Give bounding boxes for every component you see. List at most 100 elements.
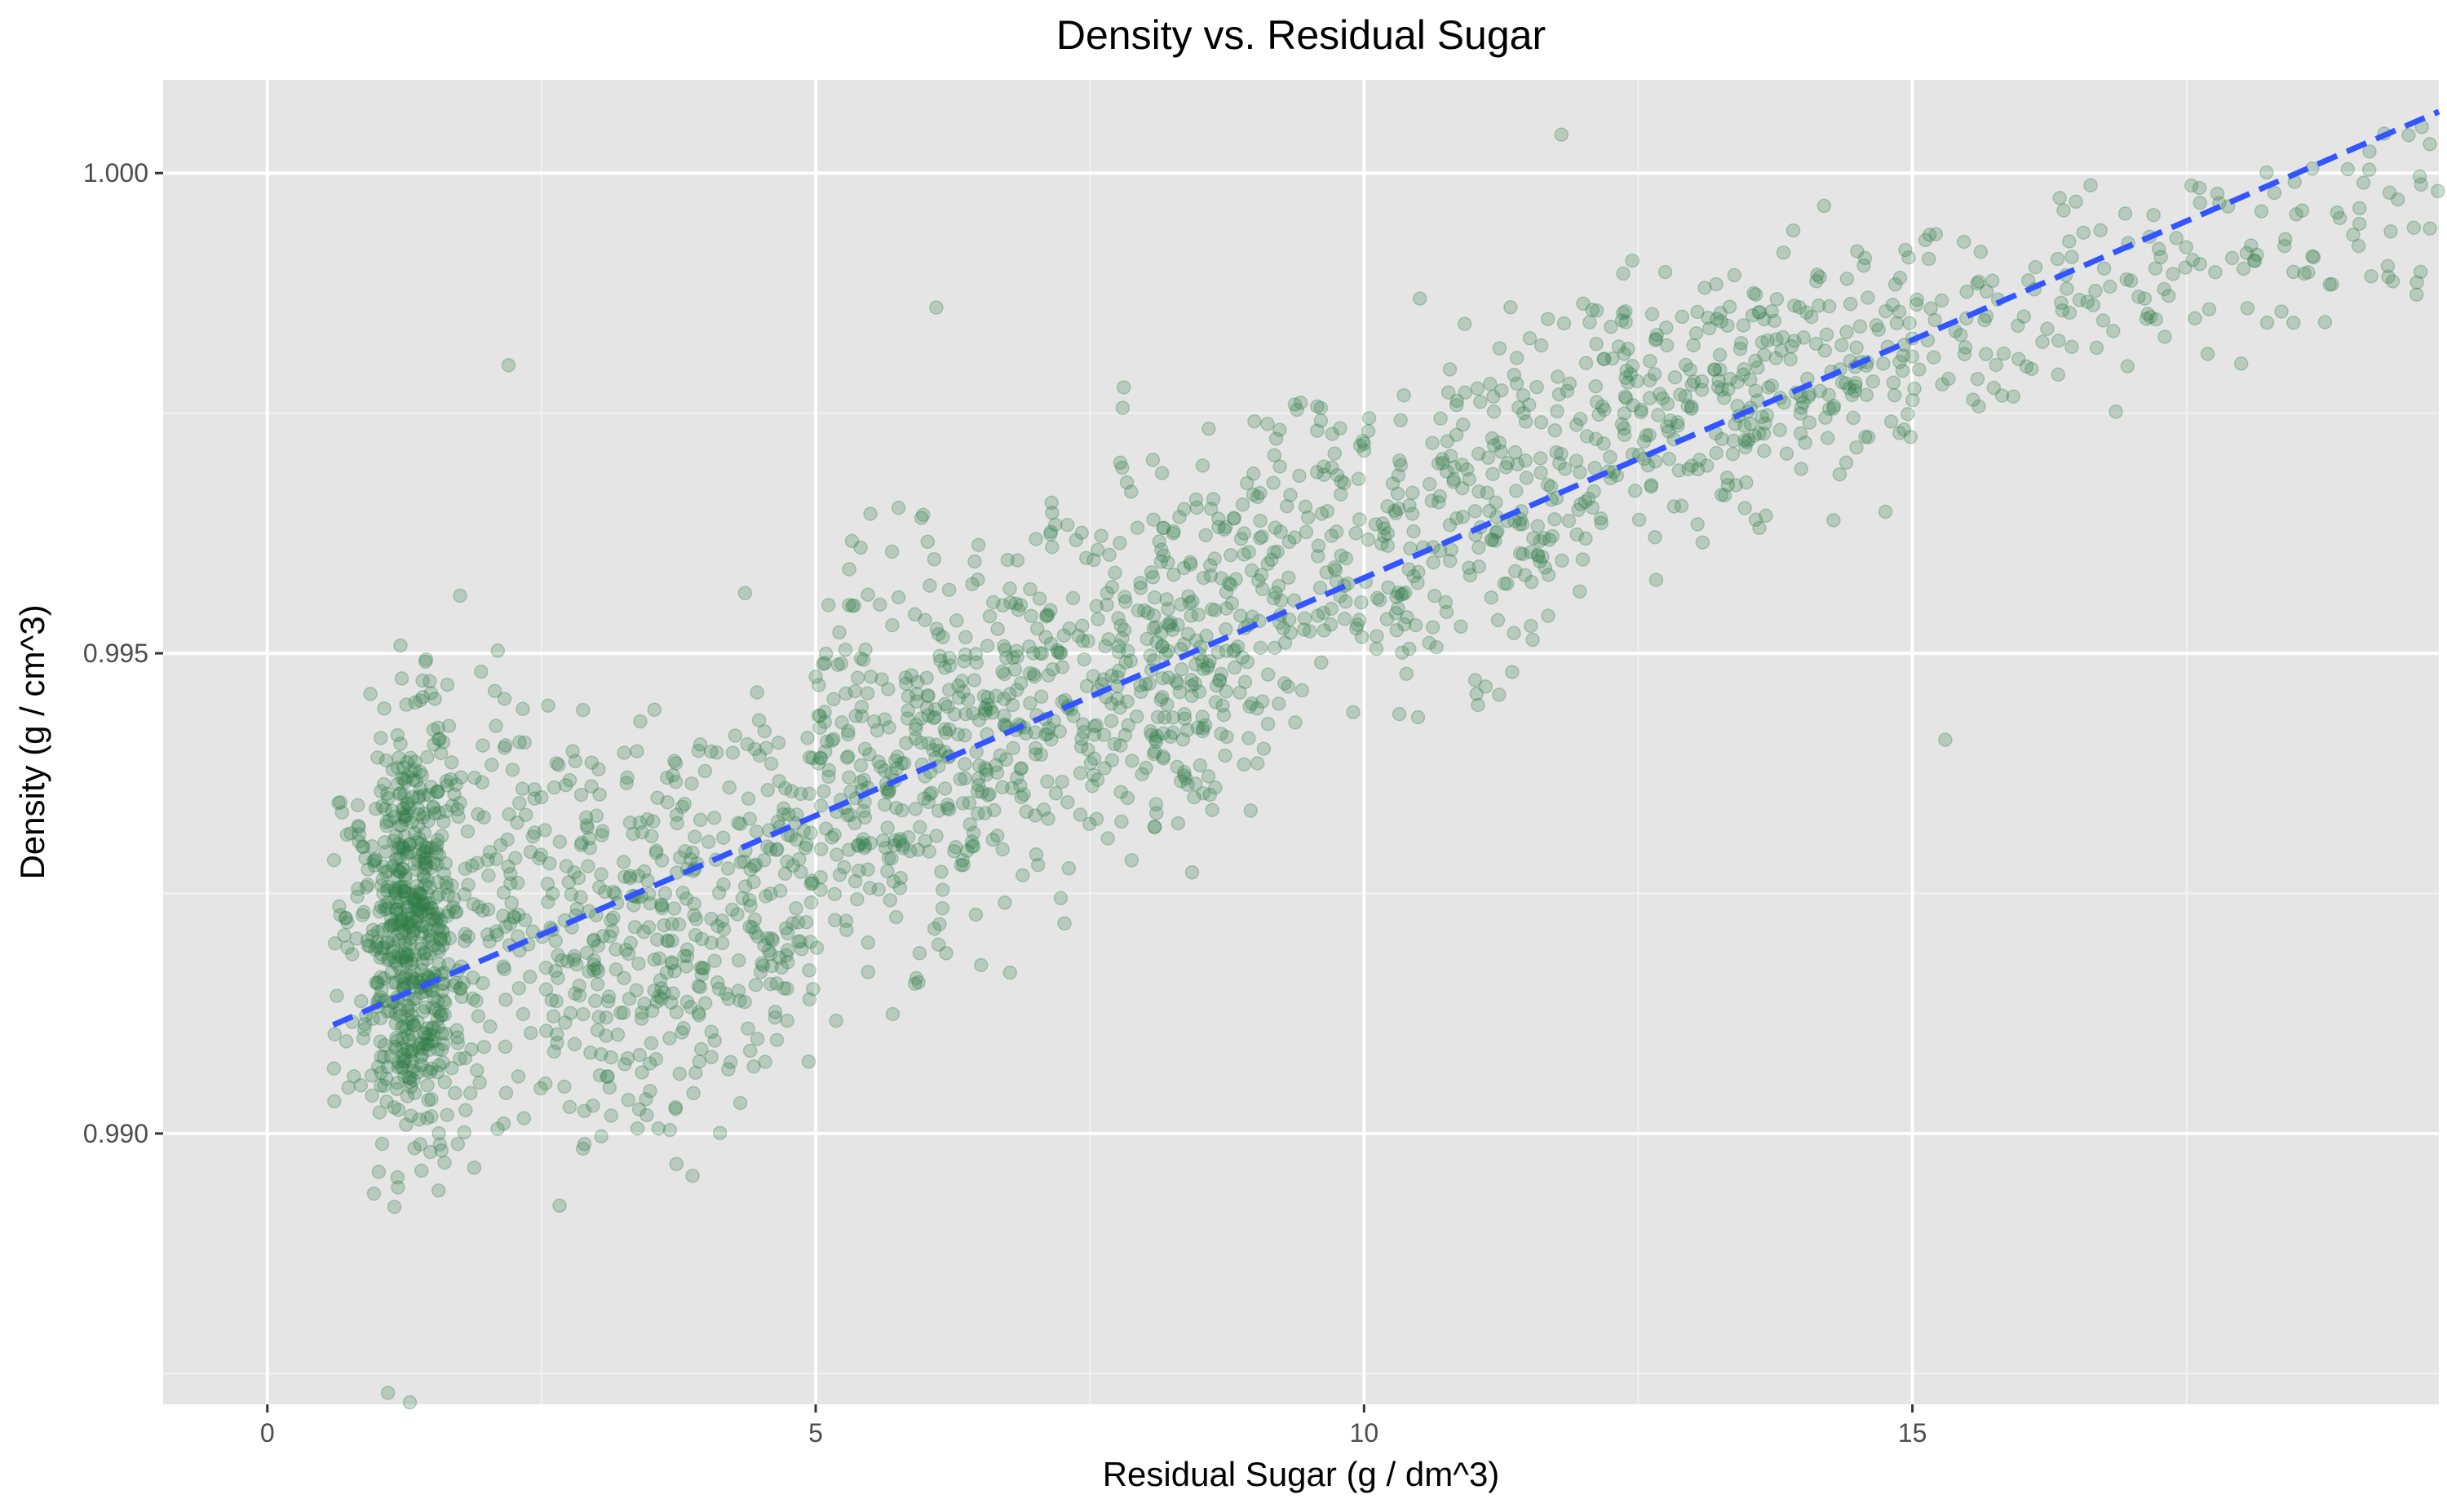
data-point: [1596, 436, 1611, 451]
data-point: [1750, 393, 1765, 408]
data-point: [406, 896, 422, 911]
data-point: [1772, 422, 1787, 438]
data-point: [1593, 511, 1608, 526]
data-point: [387, 954, 403, 970]
data-point: [405, 1063, 420, 1079]
data-point: [768, 1010, 783, 1025]
data-point: [417, 851, 432, 866]
data-point: [1014, 789, 1029, 805]
data-point: [1188, 657, 1203, 672]
data-point: [668, 1101, 684, 1116]
data-point: [791, 851, 807, 867]
data-point: [1372, 593, 1387, 608]
data-point: [1241, 731, 1256, 745]
data-point: [660, 794, 675, 810]
data-point: [2108, 405, 2123, 419]
data-point: [1839, 376, 1853, 391]
data-point: [1849, 340, 1864, 355]
data-point: [356, 839, 370, 854]
data-point: [639, 1107, 654, 1123]
data-point: [2305, 249, 2320, 263]
data-point: [376, 1050, 392, 1064]
data-point: [763, 842, 778, 856]
data-point: [571, 870, 586, 886]
data-point: [1533, 338, 1549, 353]
data-point: [352, 820, 366, 834]
data-point: [1427, 588, 1442, 603]
data-point: [412, 909, 427, 924]
data-point: [507, 909, 521, 924]
data-point: [971, 572, 985, 587]
data-point: [384, 911, 399, 926]
data-point: [1281, 534, 1297, 550]
data-point: [769, 976, 784, 991]
data-point: [1447, 460, 1462, 475]
data-point: [1219, 621, 1233, 637]
data-point: [1227, 511, 1242, 526]
data-point: [1115, 631, 1130, 646]
data-point: [644, 1003, 660, 1019]
data-point: [405, 1042, 419, 1058]
data-point: [512, 735, 527, 749]
data-point: [1130, 520, 1145, 535]
data-point: [1648, 333, 1663, 347]
data-point: [1621, 341, 1635, 356]
data-point: [1459, 462, 1475, 477]
data-point: [390, 727, 405, 743]
data-point: [377, 1078, 392, 1094]
data-point: [551, 758, 566, 772]
data-point: [2123, 273, 2139, 289]
data-point: [1720, 318, 1735, 334]
data-point: [400, 1089, 415, 1103]
data-point: [2062, 234, 2077, 249]
data-point: [351, 818, 365, 833]
data-point: [2016, 309, 2032, 324]
data-point: [399, 938, 414, 953]
data-point: [399, 1021, 414, 1037]
data-point: [341, 1080, 356, 1095]
data-point: [1986, 380, 2002, 396]
data-point: [651, 1121, 666, 1136]
data-point: [431, 887, 447, 902]
data-point: [1617, 427, 1632, 443]
data-point: [406, 992, 421, 1007]
data-point: [420, 873, 435, 887]
data-point: [390, 760, 405, 776]
data-point: [1323, 617, 1339, 632]
data-point: [1507, 367, 1522, 382]
data-point: [331, 795, 346, 811]
data-point: [622, 869, 638, 883]
data-point: [1379, 612, 1395, 627]
data-point: [389, 1081, 405, 1097]
data-point: [1431, 495, 1446, 510]
data-point: [1006, 650, 1020, 665]
data-point: [567, 952, 582, 967]
data-point: [1352, 438, 1368, 453]
data-point: [394, 1019, 409, 1034]
data-point: [417, 878, 432, 893]
data-point: [1281, 612, 1297, 627]
data-point: [1098, 639, 1113, 654]
data-point: [1435, 452, 1450, 466]
data-point: [1148, 734, 1164, 749]
data-point: [1370, 590, 1385, 606]
data-point: [1129, 709, 1144, 724]
data-point: [1801, 389, 1816, 405]
data-point: [1444, 542, 1458, 557]
data-point: [1522, 331, 1538, 346]
data-point: [429, 845, 445, 860]
data-point: [1144, 564, 1159, 580]
data-point: [419, 952, 434, 966]
data-point: [1294, 683, 1310, 698]
data-point: [619, 776, 634, 791]
data-point: [780, 854, 794, 869]
data-point: [1277, 676, 1292, 691]
data-point: [2131, 290, 2146, 304]
data-point: [1089, 811, 1104, 826]
data-point: [975, 785, 989, 800]
data-point: [723, 1054, 738, 1070]
data-point: [1748, 512, 1763, 527]
data-point: [1627, 484, 1643, 498]
data-point: [851, 838, 865, 852]
data-point: [375, 798, 390, 813]
